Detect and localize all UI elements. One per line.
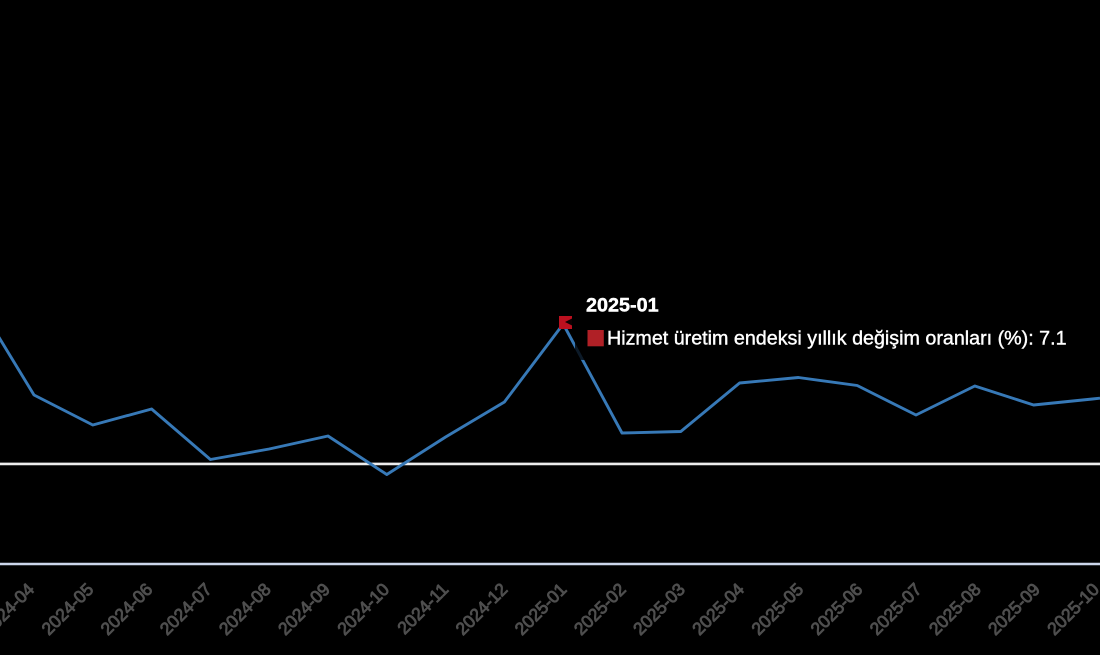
svg-text:2025-01: 2025-01: [586, 294, 659, 316]
svg-text:Hizmet üretim endeksi yıllık d: Hizmet üretim endeksi yıllık değişim ora…: [607, 327, 1067, 349]
